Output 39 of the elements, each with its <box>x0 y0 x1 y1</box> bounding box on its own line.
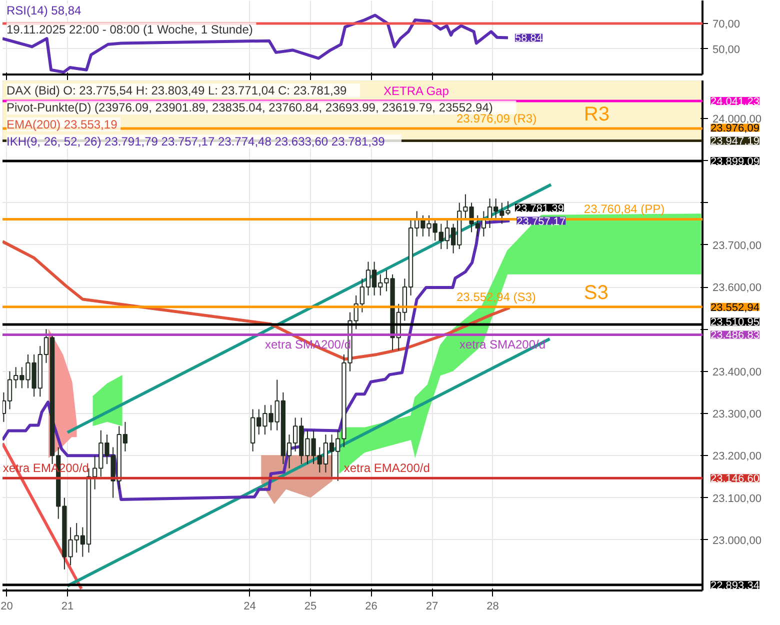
annotation: 19.11.2025 22:00 - 08:00 (1 Woche, 1 Stunde) <box>6 22 253 36</box>
x-tick-label: 27 <box>426 600 438 612</box>
ref-line-label: 23.899,09 <box>710 156 760 168</box>
series-label: RSI(14) 58,84 <box>6 4 82 18</box>
annotation: XETRA Gap <box>384 84 450 98</box>
annotation: xetra EMA200/d <box>344 461 430 476</box>
ref-line-label: 24.041,23 <box>710 96 760 108</box>
y-tick-label: 70,00 <box>712 18 740 30</box>
y-tick-label: 23.300,00 <box>712 408 762 420</box>
text: IKH(9, 26, 52, 26) 23.791,79 23.757,17 23.774,48 23.633,60 23.781,39 <box>6 134 386 148</box>
y-tick-label: 24.000,00 <box>712 113 762 126</box>
x-tick-label: 28 <box>486 600 499 612</box>
y-tick-label: 23.100,00 <box>712 492 762 505</box>
text: 23.781,39 <box>514 202 564 215</box>
y-tick-label: 50,00 <box>712 44 740 56</box>
ref-line-label: 23.552,94 <box>710 302 760 314</box>
ref-line-label: 23.976,09 <box>710 122 760 135</box>
y-tick-label: 23.700,00 <box>712 240 762 252</box>
x-tick-label: 24 <box>244 600 256 612</box>
x-tick-label: 20 <box>0 600 13 612</box>
annotation: R3 <box>584 104 610 126</box>
data-label: 23.757,17 <box>516 216 566 228</box>
data-label: 58,84 <box>514 32 543 45</box>
annotation: S3 <box>584 282 608 304</box>
chart-title: DAX (Bid) O: 23.775,54 H: 23.803,49 L: 23.771,04 C: 23.781,39 <box>6 84 348 98</box>
y-tick-label: 23.200,00 <box>712 450 762 463</box>
ref-line-label: 23.486,83 <box>710 330 760 342</box>
y-tick-label: 23.400,00 <box>712 366 762 378</box>
ref-line-label: 23.510,95 <box>710 316 760 329</box>
annotation: 23.760,84 (PP) <box>584 202 665 216</box>
x-tick-label: 21 <box>61 600 74 612</box>
text: EMA(200) 23.553,19 <box>6 118 118 132</box>
y-tick-label: 23.000,00 <box>712 534 762 547</box>
ref-line-label: 22.893,34 <box>710 580 760 592</box>
x-tick-label: 25 <box>304 600 317 612</box>
y-tick-label: 23.600,00 <box>712 282 762 294</box>
x-tick-label: 26 <box>365 600 378 612</box>
text: Pivot-Punkte(D) (23976.09, 23901.89, 23835.04, 23760.84, 23693.99, 23619.79, 23552.94) <box>6 100 493 114</box>
ref-line-label: 23.947,19 <box>710 136 760 148</box>
